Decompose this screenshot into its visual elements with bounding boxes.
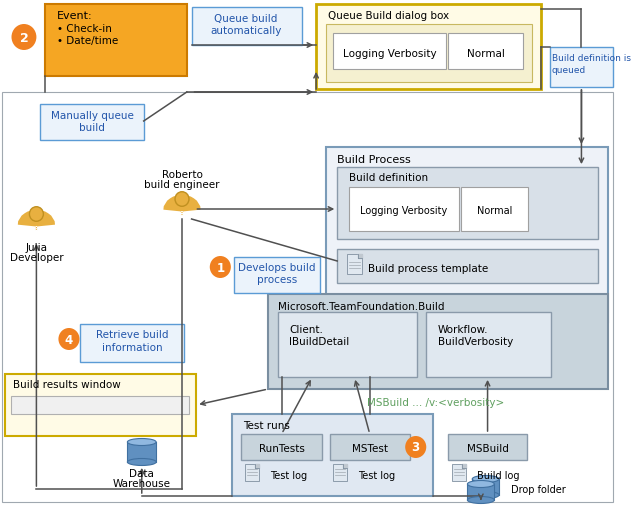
Text: Test runs: Test runs	[243, 420, 290, 430]
Text: Warehouse: Warehouse	[113, 478, 171, 488]
Bar	[333, 464, 347, 481]
Circle shape	[30, 208, 43, 222]
Text: Drop folder: Drop folder	[511, 484, 565, 494]
Text: Test log: Test log	[270, 470, 307, 480]
Text: Develops build: Develops build	[238, 263, 316, 273]
Text: Build results window: Build results window	[14, 379, 121, 389]
Ellipse shape	[467, 496, 494, 503]
Text: Logging Verbosity: Logging Verbosity	[359, 206, 447, 216]
Ellipse shape	[467, 481, 494, 487]
Text: Logging Verbosity: Logging Verbosity	[343, 49, 437, 59]
Text: Event:: Event:	[57, 11, 92, 21]
Text: • Date/time: • Date/time	[57, 36, 118, 46]
Bar	[347, 255, 362, 274]
Text: Test log: Test log	[358, 470, 395, 480]
Text: Developer: Developer	[10, 252, 63, 263]
Text: Build process template: Build process template	[368, 264, 488, 274]
Text: Queue build: Queue build	[215, 14, 278, 24]
Bar	[127, 442, 156, 461]
Circle shape	[405, 436, 426, 458]
Polygon shape	[358, 255, 362, 259]
Polygon shape	[343, 464, 347, 468]
Text: 2: 2	[19, 31, 28, 44]
Text: IBuildDetail: IBuildDetail	[289, 336, 350, 346]
Text: 1: 1	[216, 261, 224, 274]
Bar	[278, 313, 417, 377]
Text: build: build	[79, 123, 105, 133]
Bar	[233, 258, 320, 293]
Text: Retrieve build: Retrieve build	[96, 329, 168, 339]
Circle shape	[12, 25, 37, 51]
Text: Build log: Build log	[477, 470, 520, 480]
Text: Build Process: Build Process	[337, 155, 411, 165]
Text: BuildVerbosity: BuildVerbosity	[438, 336, 513, 346]
Text: build engineer: build engineer	[144, 180, 220, 189]
Circle shape	[175, 192, 189, 207]
Bar	[241, 434, 322, 460]
Text: MSTest: MSTest	[352, 443, 388, 453]
Bar	[5, 374, 196, 436]
Bar	[316, 5, 541, 90]
Bar	[472, 479, 499, 494]
Polygon shape	[462, 464, 466, 468]
Bar	[326, 147, 608, 322]
Text: process: process	[257, 274, 297, 284]
Text: Data: Data	[129, 468, 154, 478]
Ellipse shape	[472, 476, 499, 483]
Text: 4: 4	[65, 333, 73, 346]
Text: Workflow.: Workflow.	[438, 324, 488, 334]
Ellipse shape	[127, 439, 156, 445]
Bar	[45, 5, 186, 77]
Bar	[426, 313, 551, 377]
Text: RunTests: RunTests	[258, 443, 305, 453]
Text: Queue Build dialog box: Queue Build dialog box	[327, 11, 449, 21]
Bar	[41, 105, 143, 141]
Text: MSBuild: MSBuild	[467, 443, 509, 453]
Bar	[337, 249, 598, 283]
Bar	[2, 93, 613, 502]
Polygon shape	[255, 464, 258, 468]
Bar	[550, 48, 613, 88]
Bar	[349, 188, 459, 231]
Bar	[329, 434, 410, 460]
Text: Microsoft.TeamFoundation.Build: Microsoft.TeamFoundation.Build	[278, 301, 444, 312]
Text: 3: 3	[412, 441, 420, 453]
Text: queued: queued	[552, 65, 586, 74]
Text: automatically: automatically	[210, 26, 282, 36]
Bar	[448, 434, 527, 460]
Text: Julia: Julia	[26, 242, 48, 252]
Text: Roberto: Roberto	[161, 170, 203, 180]
Text: Build definition is: Build definition is	[552, 54, 631, 63]
Bar	[337, 168, 598, 239]
Text: Client.: Client.	[289, 324, 323, 334]
Bar	[245, 464, 258, 481]
Text: information: information	[102, 342, 163, 352]
Text: Normal: Normal	[476, 206, 512, 216]
Bar	[326, 25, 532, 83]
Bar	[268, 294, 608, 389]
Text: Manually queue: Manually queue	[51, 111, 133, 121]
Circle shape	[210, 257, 231, 278]
Text: MSBuild ... /v:<verbosity>: MSBuild ... /v:<verbosity>	[367, 397, 505, 407]
Ellipse shape	[127, 459, 156, 466]
Bar	[467, 484, 494, 499]
Bar	[12, 396, 188, 414]
Text: Normal: Normal	[467, 49, 505, 59]
Circle shape	[59, 328, 80, 350]
Bar	[461, 188, 528, 231]
Ellipse shape	[472, 491, 499, 498]
Bar	[192, 8, 302, 46]
Bar	[448, 34, 523, 70]
Text: Build definition: Build definition	[349, 173, 428, 183]
Text: • Check-in: • Check-in	[57, 24, 111, 34]
Bar	[452, 464, 466, 481]
Bar	[80, 324, 184, 362]
Bar	[333, 34, 446, 70]
Bar	[232, 414, 433, 496]
